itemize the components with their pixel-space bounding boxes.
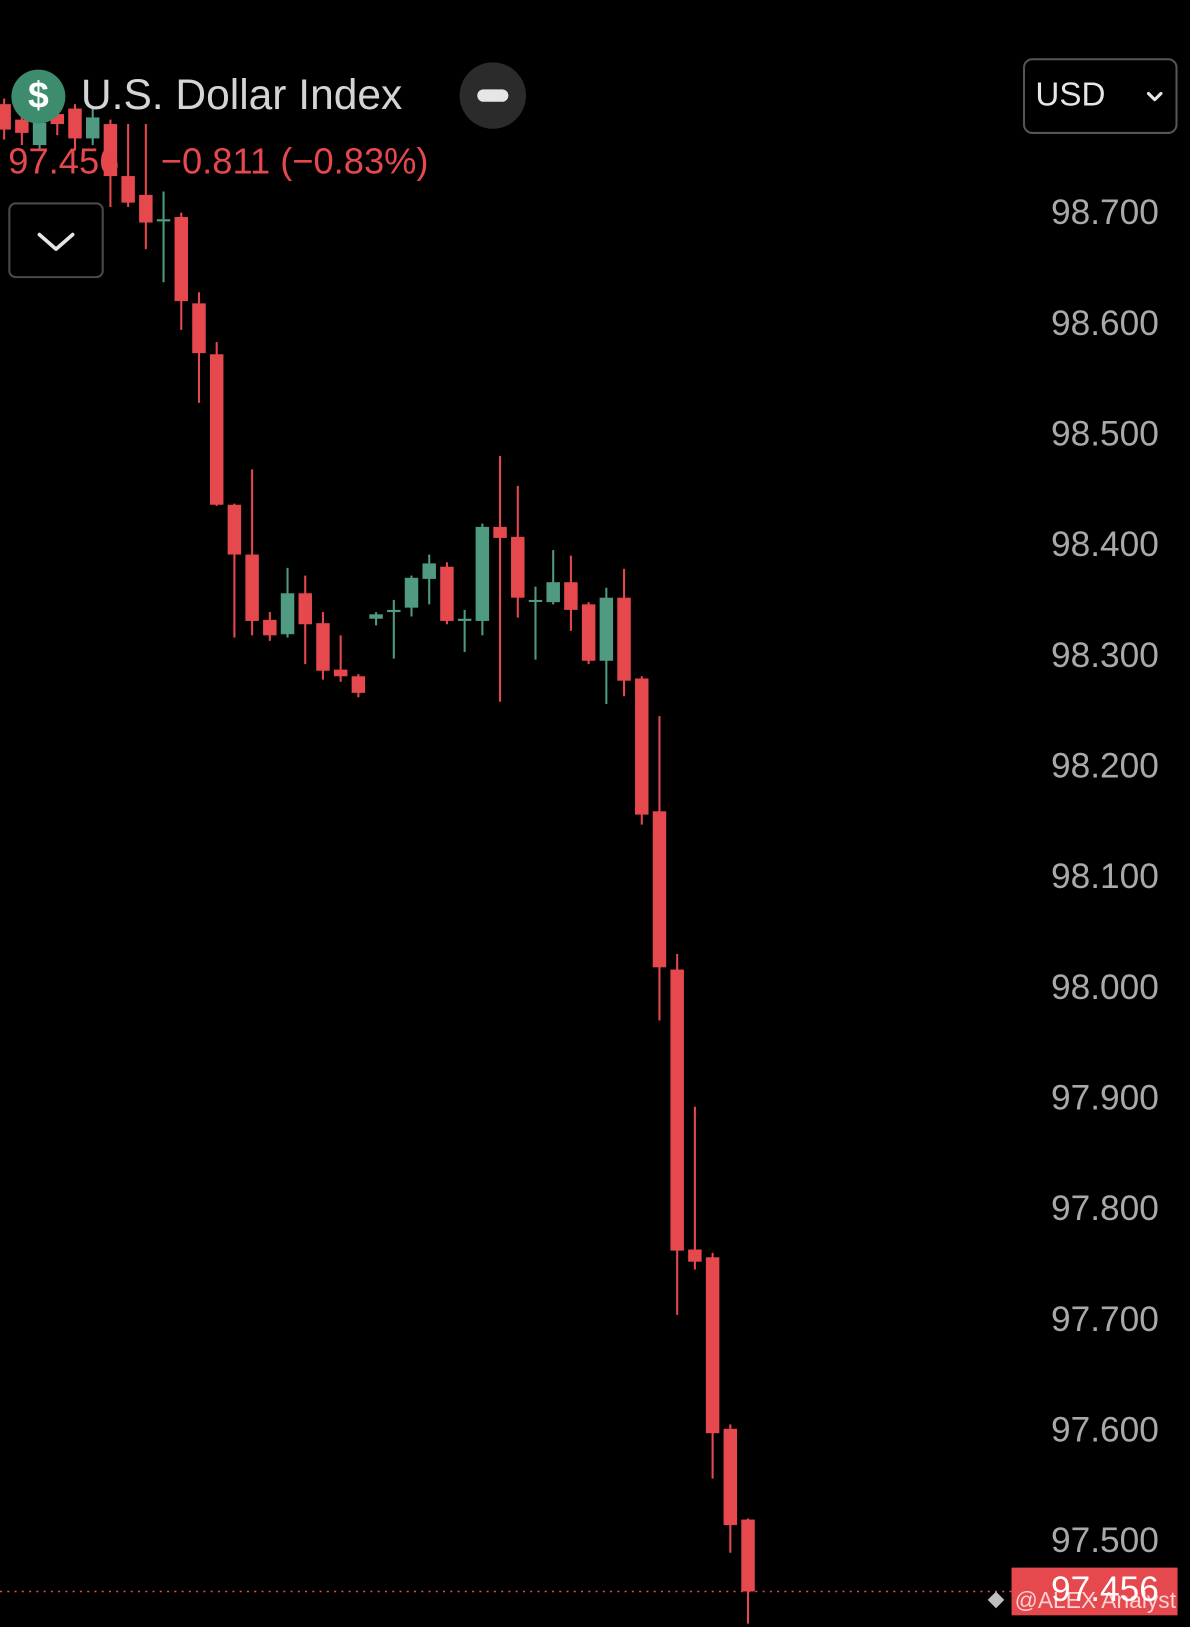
candle-body: [32, 122, 47, 146]
candle-body: [511, 536, 525, 598]
candle-body: [705, 1257, 720, 1434]
candle-body: [68, 108, 82, 139]
chart-title: U.S. Dollar Index: [81, 71, 402, 119]
overlay: $ U.S. Dollar Index 97.456 −0.811 (−0.83…: [8, 58, 1178, 279]
candle-body: [351, 676, 366, 693]
y-tick-label: 98.500: [1051, 414, 1159, 453]
last-price-label: 97.456: [1051, 1570, 1159, 1609]
y-tick-label: 97.500: [1051, 1521, 1159, 1560]
y-tick-label: 97.600: [1051, 1410, 1159, 1449]
candle-body: [422, 563, 436, 579]
candle-body: [670, 969, 684, 1251]
candle-body: [688, 1249, 702, 1262]
candle-body: [0, 104, 11, 130]
candle-body: [475, 526, 490, 621]
candle-body: [387, 609, 401, 613]
candle-body: [581, 604, 596, 661]
candle-body: [174, 217, 189, 302]
candle-body: [723, 1428, 738, 1526]
y-tick-label: 98.200: [1051, 746, 1159, 785]
price-change: −0.811 (−0.83%): [161, 141, 429, 182]
expand-button[interactable]: [8, 202, 104, 279]
candle-body: [139, 194, 153, 223]
expand-icon: [37, 232, 75, 251]
last-price-tag: [1011, 1567, 1178, 1616]
candle-body: [156, 219, 171, 222]
candle-body: [245, 554, 259, 621]
candle-body: [635, 678, 649, 815]
currency-icon: [11, 69, 66, 124]
candle-body: [369, 614, 383, 619]
currency-icon-label: $: [28, 73, 49, 115]
last-price: 97.456: [8, 141, 119, 182]
candle-body: [280, 593, 295, 635]
candle-body: [192, 303, 206, 354]
candles: [0, 98, 755, 1624]
y-tick-label: 97.800: [1051, 1189, 1159, 1228]
candle-body: [457, 618, 472, 621]
watermark: @ALEX Analyst: [1015, 1587, 1177, 1613]
y-tick-label: 98.700: [1051, 193, 1159, 232]
candle-body: [50, 114, 65, 125]
candle-body: [652, 811, 667, 968]
candle-body: [85, 117, 100, 139]
currency-chevron: [1146, 91, 1163, 102]
candle-body: [209, 354, 224, 505]
currency-label: USD: [1035, 76, 1105, 113]
y-tick-label: 98.400: [1051, 525, 1159, 564]
collapse-icon: [477, 89, 509, 102]
y-tick-label: 97.900: [1051, 1078, 1159, 1117]
y-tick-label: 97.700: [1051, 1300, 1159, 1339]
candle-body: [263, 619, 277, 636]
candle-body: [316, 623, 330, 671]
candle-body: [564, 582, 578, 610]
candle-body: [546, 582, 560, 603]
candle-body: [741, 1519, 755, 1592]
candle-body: [440, 566, 454, 621]
candle-body: [599, 597, 614, 661]
y-tick-label: 98.000: [1051, 968, 1159, 1007]
currency-select[interactable]: [1022, 58, 1178, 134]
y-tick-label: 98.600: [1051, 304, 1159, 343]
candle-body: [227, 504, 242, 555]
candle-body: [528, 599, 543, 602]
candle-body: [333, 669, 348, 677]
candle-body: [404, 577, 419, 608]
candle-body: [493, 526, 507, 538]
candle-body: [298, 593, 312, 625]
y-axis: 97.500 97.600 97.700 97.800 97.900 98.000 98.1…: [0, 193, 1178, 1616]
y-tick-label: 98.300: [1051, 636, 1159, 675]
candle-body: [15, 119, 29, 133]
y-tick-label: 98.100: [1051, 857, 1159, 896]
candle-body: [617, 597, 631, 681]
candle-body: [121, 176, 135, 203]
watermark-icon: [987, 1591, 1005, 1609]
candle-body: [103, 124, 118, 177]
